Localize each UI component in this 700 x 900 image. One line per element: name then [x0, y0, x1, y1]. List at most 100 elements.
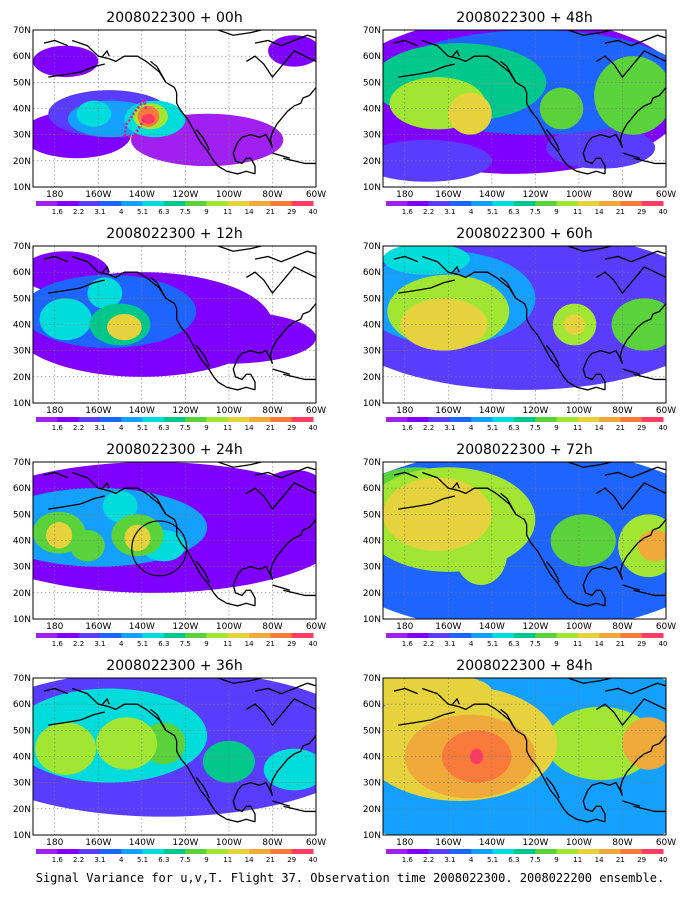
colorbar-swatch — [249, 633, 271, 638]
colorbar-swatch — [121, 633, 144, 638]
colorbar-label: 29 — [637, 640, 646, 648]
colorbar-label: 14 — [595, 640, 604, 648]
coastline — [596, 266, 666, 295]
colorbar-label: 21 — [616, 424, 625, 432]
x-tick-label: 60W — [656, 190, 676, 200]
colorbar-label: 2.2 — [423, 208, 434, 216]
y-tick-label: 10N — [13, 615, 31, 625]
colorbar-label: 9 — [204, 208, 208, 216]
coastline — [500, 708, 517, 731]
x-tick-label: 180 — [46, 838, 63, 848]
coastline — [71, 39, 256, 175]
colorbar-label: 5.1 — [137, 856, 148, 864]
colorbar-label: 5.1 — [487, 640, 498, 648]
x-tick-label: 160W — [435, 838, 461, 848]
colorbar-label: 29 — [637, 424, 646, 432]
colorbar-label: 40 — [659, 208, 668, 216]
x-tick-label: 100W — [566, 406, 592, 416]
colorbar-swatch — [471, 849, 494, 854]
colorbar-swatch — [407, 417, 430, 422]
coastline — [622, 368, 641, 375]
coastline — [500, 492, 517, 515]
y-tick-label: 20N — [363, 157, 381, 167]
x-tick-label: 100W — [566, 838, 592, 848]
colorbar-swatch — [577, 417, 600, 422]
colorbar-swatch — [641, 417, 664, 422]
coastline — [48, 63, 105, 78]
x-tick-label: 140W — [129, 838, 155, 848]
colorbar-swatch — [513, 849, 536, 854]
colorbar-label: 11 — [223, 208, 232, 216]
y-tick-label: 40N — [13, 105, 31, 115]
variance-contour — [268, 469, 316, 497]
colorbar-label: 7.5 — [180, 856, 191, 864]
colorbar-swatch — [535, 417, 557, 422]
coastline — [43, 39, 69, 47]
colorbar-swatch — [386, 849, 408, 854]
y-tick-label: 10N — [13, 183, 31, 193]
y-tick-label: 60N — [13, 700, 31, 710]
colorbar-label: 40 — [309, 640, 318, 648]
coastline — [633, 805, 666, 813]
variance-contour — [546, 126, 656, 169]
x-tick-label: 140W — [479, 406, 505, 416]
coastline — [283, 805, 316, 813]
colorbar-swatch — [428, 417, 451, 422]
colorbar-label: 21 — [266, 208, 275, 216]
variance-field — [33, 462, 316, 619]
colorbar-swatch — [206, 633, 229, 638]
coastline — [254, 34, 316, 47]
variance-contour — [622, 717, 666, 770]
coastline — [545, 777, 560, 799]
x-tick-label: 120W — [522, 622, 548, 632]
x-tick-label: 100W — [566, 622, 592, 632]
coastline — [452, 697, 460, 705]
y-tick-label: 50N — [363, 726, 381, 736]
coastline — [622, 584, 641, 591]
colorbar-swatch — [163, 417, 186, 422]
colorbar-label: 9 — [554, 640, 558, 648]
colorbar-swatch — [249, 849, 271, 854]
map-panel: 2008022300 + 60h 10N 20N 30N 40N 50N 60N 70N 180… — [363, 226, 676, 432]
x-tick-label: 100W — [216, 190, 242, 200]
y-tick-label: 30N — [363, 563, 381, 573]
coastline — [633, 157, 666, 165]
variance-contour — [107, 314, 142, 341]
coastline — [604, 466, 666, 479]
colorbar-swatch — [291, 633, 314, 638]
coastline — [43, 687, 69, 695]
colorbar-label: 4 — [119, 856, 124, 864]
x-tick-label: 80W — [612, 406, 632, 416]
colorbar-swatch — [492, 417, 515, 422]
colorbar-swatch — [270, 417, 293, 422]
y-tick-label: 60N — [13, 484, 31, 494]
map-panel: 2008022300 + 00h 10N 20N 30N 40N 50N 60N 70N 180… — [13, 10, 326, 216]
colorbar-swatch — [535, 633, 557, 638]
colorbar-label: 2.2 — [73, 640, 84, 648]
y-tick-label: 30N — [363, 347, 381, 357]
coastline — [545, 129, 560, 151]
x-tick-label: 120W — [522, 406, 548, 416]
colorbar-swatch — [291, 417, 314, 422]
colorbar-swatch — [78, 201, 101, 206]
colorbar-swatch — [492, 201, 515, 206]
colorbar-label: 5.1 — [487, 208, 498, 216]
coastline — [582, 87, 666, 174]
colorbar-label: 3.1 — [444, 208, 455, 216]
colorbar-label: 29 — [637, 208, 646, 216]
colorbar-swatch — [449, 417, 472, 422]
colorbar-swatch — [36, 849, 58, 854]
coastline — [633, 373, 666, 381]
colorbar-label: 29 — [287, 640, 296, 648]
variance-field — [383, 462, 666, 619]
x-tick-label: 180 — [396, 190, 413, 200]
coastline — [102, 697, 110, 705]
colorbar-label: 21 — [266, 856, 275, 864]
colorbar-label: 21 — [616, 208, 625, 216]
x-tick-label: 80W — [262, 838, 282, 848]
colorbar-label: 1.6 — [402, 640, 414, 648]
colorbar-label: 9 — [204, 856, 208, 864]
colorbar-label: 5.1 — [487, 856, 498, 864]
y-tick-label: 20N — [13, 805, 31, 815]
